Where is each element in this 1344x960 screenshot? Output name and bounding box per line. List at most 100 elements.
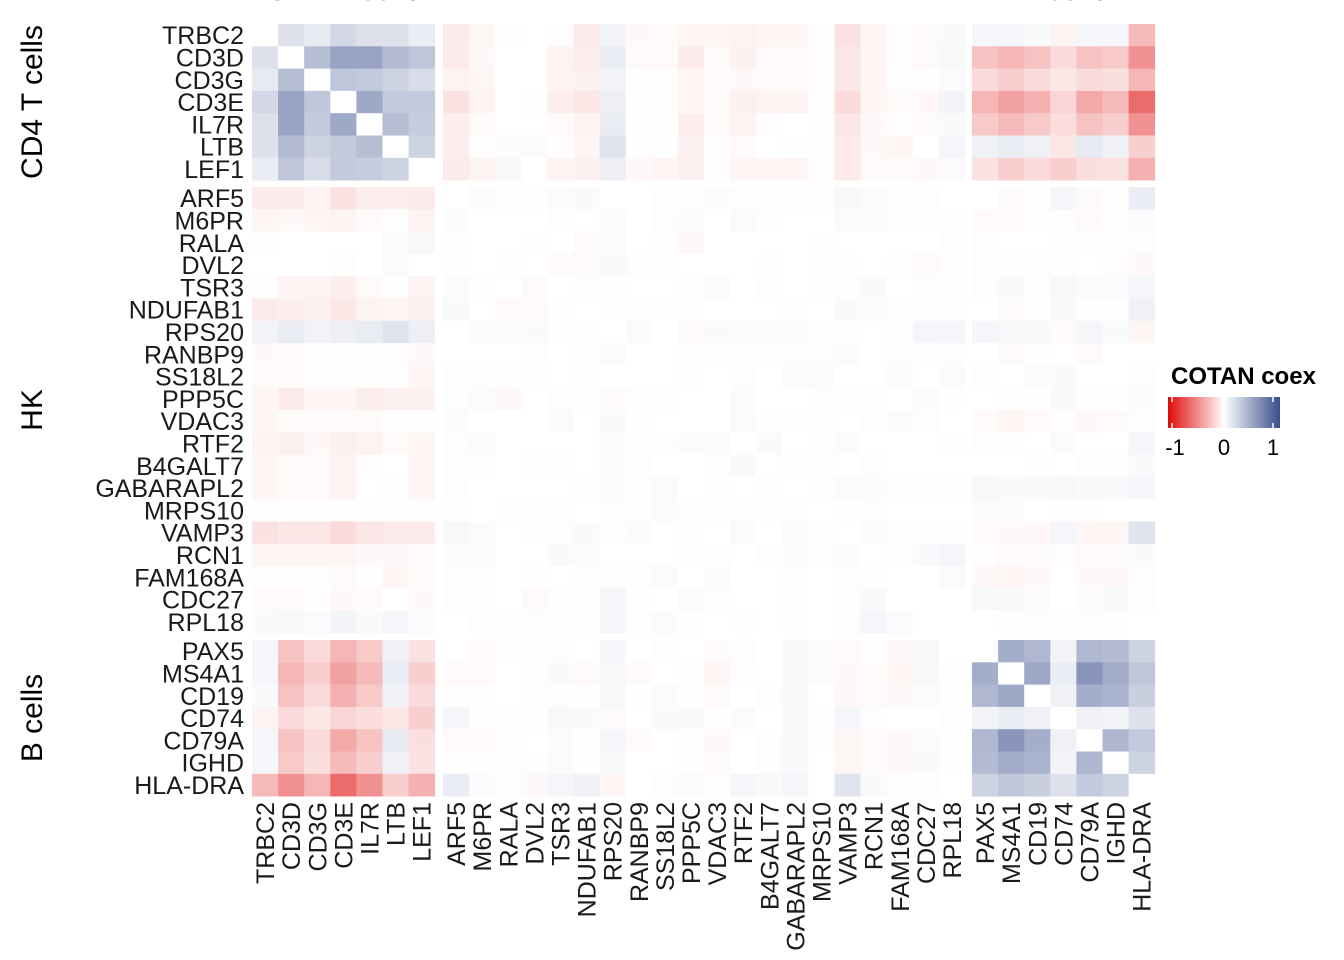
heatmap-cell: [704, 113, 731, 136]
heatmap-cell: [495, 187, 522, 210]
heatmap-cell: [730, 135, 757, 159]
heatmap-cell: [599, 706, 627, 730]
heatmap-cell: [1102, 320, 1129, 344]
heatmap-cell: [521, 662, 548, 685]
heatmap-cell: [730, 343, 757, 366]
heatmap-cell: [304, 46, 331, 69]
heatmap-cell: [834, 135, 861, 159]
heatmap-cell: [408, 432, 436, 455]
heatmap-cell: [382, 662, 409, 685]
heatmap-cell: [252, 187, 279, 210]
heatmap-cell: [1050, 588, 1077, 612]
column-label: RPS20: [600, 802, 628, 881]
heatmap-cell: [547, 521, 574, 545]
heatmap-cell: [972, 432, 999, 455]
heatmap-cell: [573, 521, 600, 545]
column-label: RPL18: [939, 802, 967, 878]
heatmap-cell: [730, 298, 757, 322]
heatmap-cell: [1076, 276, 1103, 299]
heatmap-cell: [573, 187, 600, 210]
heatmap-cell: [330, 24, 357, 47]
heatmap-cell: [625, 566, 653, 589]
heatmap-cell: [521, 476, 548, 500]
heatmap-cell: [782, 135, 809, 159]
heatmap-cell: [573, 365, 600, 389]
heatmap-cell: [625, 521, 653, 545]
heatmap-cell: [912, 410, 940, 433]
heatmap-cell: [495, 543, 522, 567]
heatmap-cell: [1024, 543, 1051, 567]
heatmap-cell: [382, 706, 409, 730]
heatmap-cell: [860, 410, 888, 433]
heatmap-cell: [521, 298, 548, 322]
heatmap-cell: [304, 68, 331, 92]
heatmap-cell: [834, 276, 861, 299]
heatmap-cell: [278, 157, 305, 181]
heatmap-cell: [330, 566, 357, 589]
heatmap-cell: [1102, 90, 1129, 114]
heatmap-cell: [278, 113, 305, 136]
heatmap-cell: [998, 365, 1025, 389]
heatmap-cell: [1128, 320, 1156, 344]
heatmap-cell: [677, 410, 705, 433]
heatmap-cell: [972, 640, 999, 663]
heatmap-cell: [573, 135, 600, 159]
heatmap-cell: [730, 729, 757, 752]
heatmap-cell: [677, 46, 705, 69]
heatmap-cell: [443, 135, 470, 159]
heatmap-cell: [782, 231, 809, 255]
heatmap-cell: [912, 543, 940, 567]
heatmap-cell: [912, 46, 940, 69]
column-group-label: B cells: [1019, 0, 1107, 7]
heatmap-cell: [860, 454, 888, 478]
heatmap-cell: [1128, 773, 1156, 797]
column-label: RANBP9: [626, 802, 654, 902]
heatmap-cell: [1024, 684, 1051, 708]
heatmap-cell: [408, 476, 436, 500]
row-label: CD19: [180, 683, 244, 711]
heatmap-cell: [625, 662, 653, 685]
heatmap-cell: [521, 209, 548, 232]
heatmap-cell: [1076, 343, 1103, 366]
heatmap-cell: [1128, 543, 1156, 567]
heatmap-cell: [356, 588, 383, 612]
heatmap-cell: [834, 68, 861, 92]
column-group-label: CD4 T cells: [266, 0, 420, 7]
heatmap-cell: [938, 24, 966, 47]
heatmap-cell: [677, 773, 705, 797]
heatmap-cell: [1102, 276, 1129, 299]
heatmap-cell: [998, 24, 1025, 47]
heatmap-cell: [972, 90, 999, 114]
heatmap-cell: [651, 187, 679, 210]
heatmap-cell: [651, 566, 679, 589]
heatmap-cell: [599, 588, 627, 612]
heatmap-cell: [252, 231, 279, 255]
heatmap-cell: [252, 90, 279, 114]
heatmap-cell: [677, 476, 705, 500]
heatmap-cell: [443, 662, 470, 685]
heatmap-cell: [677, 751, 705, 775]
row-label: VAMP3: [161, 520, 244, 548]
heatmap-cell: [886, 588, 914, 612]
heatmap-cell: [912, 231, 940, 255]
heatmap-cell: [808, 684, 835, 708]
heatmap-cell: [756, 298, 783, 322]
heatmap-cell: [521, 684, 548, 708]
heatmap-cell: [1050, 432, 1077, 455]
heatmap-cell: [651, 157, 679, 181]
heatmap-cell: [573, 662, 600, 685]
heatmap-cell: [1102, 187, 1129, 210]
heatmap-cell: [278, 432, 305, 455]
heatmap-cell: [330, 320, 357, 344]
heatmap-cell: [704, 46, 731, 69]
heatmap-cell: [912, 729, 940, 752]
heatmap-cell: [443, 640, 470, 663]
heatmap-cell: [1128, 410, 1156, 433]
heatmap-cell: [625, 640, 653, 663]
heatmap-cell: [886, 24, 914, 47]
heatmap-cell: [756, 610, 783, 634]
heatmap-cell: [408, 209, 436, 232]
heatmap-cell: [573, 343, 600, 366]
heatmap-cell: [1128, 521, 1156, 545]
row-label: IL7R: [191, 111, 244, 139]
